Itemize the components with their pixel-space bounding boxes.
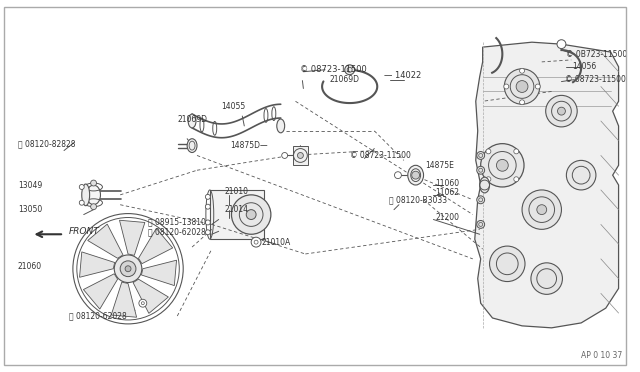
Text: 14055: 14055 — [221, 102, 246, 111]
Circle shape — [546, 95, 577, 127]
Circle shape — [139, 299, 147, 307]
Polygon shape — [475, 42, 619, 328]
Ellipse shape — [276, 119, 285, 133]
Circle shape — [490, 246, 525, 282]
Circle shape — [91, 180, 97, 186]
Text: Ⓜ 08915-13810: Ⓜ 08915-13810 — [148, 217, 205, 226]
Text: 21200: 21200 — [435, 213, 460, 222]
Polygon shape — [111, 282, 136, 317]
Circle shape — [522, 190, 561, 230]
Ellipse shape — [82, 184, 90, 206]
Text: Ⓑ 08120-B3033: Ⓑ 08120-B3033 — [389, 195, 447, 204]
Circle shape — [412, 171, 420, 179]
Circle shape — [557, 107, 565, 115]
Circle shape — [205, 195, 211, 199]
Circle shape — [477, 221, 484, 228]
Text: 21060: 21060 — [18, 262, 42, 271]
Circle shape — [394, 172, 401, 179]
Circle shape — [345, 65, 355, 75]
Circle shape — [477, 151, 484, 160]
Circle shape — [79, 185, 84, 189]
Circle shape — [520, 100, 525, 105]
Circle shape — [520, 68, 525, 73]
Circle shape — [251, 237, 261, 247]
Polygon shape — [133, 279, 168, 313]
Text: AP 0 10 37: AP 0 10 37 — [581, 351, 622, 360]
Polygon shape — [83, 274, 118, 309]
Circle shape — [514, 149, 519, 154]
Circle shape — [477, 196, 484, 204]
Text: 14875E: 14875E — [426, 161, 454, 170]
Circle shape — [232, 195, 271, 234]
Circle shape — [298, 153, 303, 158]
Bar — [210, 190, 264, 239]
Text: 21010: 21010 — [225, 187, 248, 196]
Text: © 08723-11500: © 08723-11500 — [565, 75, 627, 84]
Circle shape — [79, 200, 84, 205]
Text: 21014: 21014 — [225, 205, 248, 214]
Text: Ⓑ 08120-62028: Ⓑ 08120-62028 — [148, 228, 205, 237]
Text: © 0B723-11500: © 0B723-11500 — [566, 49, 628, 58]
Circle shape — [205, 230, 211, 235]
Ellipse shape — [187, 139, 197, 153]
Text: — 14022: — 14022 — [384, 71, 421, 80]
Text: 14056: 14056 — [572, 62, 596, 71]
Polygon shape — [141, 260, 177, 286]
Circle shape — [246, 210, 256, 219]
Text: 11062: 11062 — [435, 188, 460, 198]
Ellipse shape — [86, 185, 100, 205]
Circle shape — [504, 84, 509, 89]
Text: 13050: 13050 — [18, 205, 42, 214]
Text: Ⓑ 08120-82828: Ⓑ 08120-82828 — [18, 139, 76, 148]
Circle shape — [282, 153, 287, 158]
Circle shape — [91, 204, 97, 210]
Circle shape — [481, 144, 524, 187]
Circle shape — [566, 160, 596, 190]
Circle shape — [514, 177, 519, 182]
Circle shape — [557, 40, 566, 49]
Text: 13049: 13049 — [18, 180, 42, 189]
Text: 14875D—: 14875D— — [230, 141, 268, 150]
Text: 21010A: 21010A — [261, 238, 291, 247]
Circle shape — [537, 205, 547, 215]
Circle shape — [205, 204, 211, 209]
Text: 11060: 11060 — [435, 179, 460, 187]
Polygon shape — [88, 224, 123, 258]
Polygon shape — [138, 228, 173, 264]
Text: FRONT: FRONT — [69, 227, 100, 236]
Ellipse shape — [480, 177, 490, 193]
Circle shape — [486, 177, 491, 182]
Circle shape — [531, 263, 563, 294]
Circle shape — [516, 81, 528, 92]
Bar — [292, 145, 308, 165]
Text: Ⓑ 08120-62028: Ⓑ 08120-62028 — [69, 311, 127, 321]
Circle shape — [535, 84, 540, 89]
Text: © 08723-11500: © 08723-11500 — [349, 151, 410, 160]
Circle shape — [120, 261, 136, 277]
Circle shape — [125, 266, 131, 272]
Polygon shape — [120, 220, 145, 255]
Circle shape — [115, 255, 142, 282]
Circle shape — [504, 69, 540, 104]
Text: © 08723-11500: © 08723-11500 — [300, 65, 367, 74]
Circle shape — [486, 149, 491, 154]
Circle shape — [477, 166, 484, 174]
Text: 21069D: 21069D — [330, 75, 360, 84]
Circle shape — [497, 160, 508, 171]
Circle shape — [205, 220, 211, 225]
Text: 21069D: 21069D — [177, 115, 207, 124]
Ellipse shape — [188, 114, 196, 128]
Polygon shape — [79, 252, 115, 277]
Ellipse shape — [408, 165, 424, 185]
